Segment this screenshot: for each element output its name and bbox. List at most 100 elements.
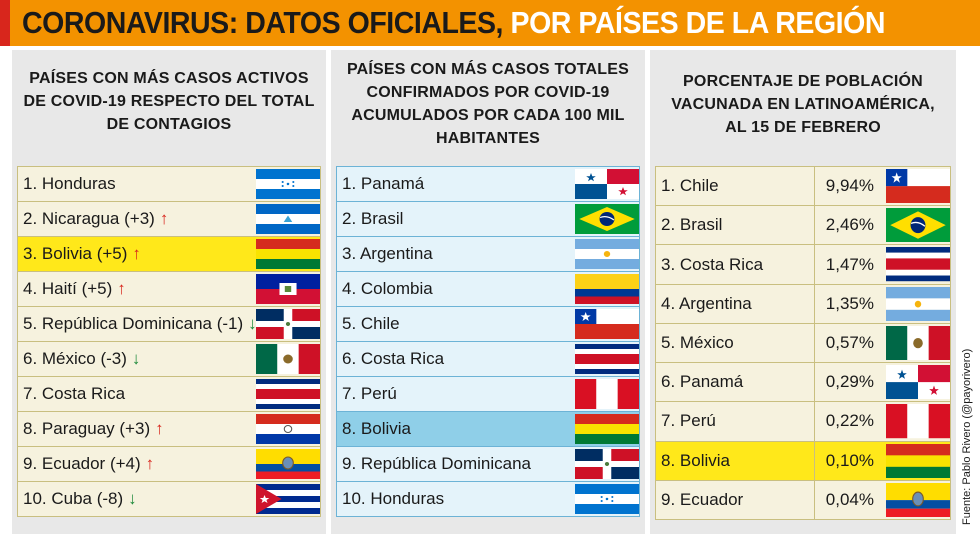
table-row: 7. Costa Rica bbox=[17, 376, 321, 412]
table-row: 4. Colombia bbox=[336, 271, 640, 307]
table-row: 8. Bolivia 0,10% bbox=[655, 440, 951, 481]
country-label: 9. República Dominicana bbox=[337, 447, 575, 481]
panel-title-line: VACUNADA EN LATINOAMÉRICA, bbox=[671, 96, 935, 113]
vaccination-table: 1. Chile 9,94% 2. Brasil 2,46% 3. Costa Rica… bbox=[655, 166, 951, 520]
country-name: 9. Ecuador (+4) bbox=[23, 454, 141, 473]
flag-brasil-icon bbox=[886, 208, 950, 243]
flag-cuba-icon bbox=[256, 484, 320, 514]
table-row: 8. Paraguay (+3) ↑ bbox=[17, 411, 321, 447]
country-label: 7. Costa Rica bbox=[18, 377, 256, 411]
table-row: 5. México 0,57% bbox=[655, 322, 951, 364]
country-label: 8. Bolivia bbox=[656, 442, 814, 480]
country-name: 5. República Dominicana (-1) bbox=[23, 314, 244, 333]
flag-dominicana-icon bbox=[575, 449, 639, 479]
flag-costarica-icon bbox=[256, 379, 320, 409]
country-name: 6. México (-3) bbox=[23, 349, 127, 368]
flag-honduras-icon bbox=[575, 484, 639, 514]
country-name: 3. Bolivia (+5) bbox=[23, 244, 128, 263]
panel-title-line: AL 15 DE FEBRERO bbox=[725, 119, 881, 136]
table-row: 1. Chile 9,94% bbox=[655, 166, 951, 207]
country-name: 2. Brasil bbox=[342, 209, 404, 228]
country-name: 4. Argentina bbox=[661, 293, 752, 313]
panel-title-line: CONFIRMADOS POR COVID-19 bbox=[366, 84, 610, 101]
vaccination-percent: 1,35% bbox=[814, 284, 882, 323]
table-row: 10. Cuba (-8) ↓ bbox=[17, 481, 321, 517]
country-label: 1. Honduras bbox=[18, 167, 256, 201]
table-row: 8. Bolivia bbox=[336, 411, 640, 447]
vaccination-percent: 0,10% bbox=[814, 441, 882, 480]
table-row: 5. Chile bbox=[336, 306, 640, 342]
header-accent bbox=[0, 0, 10, 46]
panel-vaccination: PORCENTAJE DE POBLACIÓN VACUNADA EN LATI… bbox=[650, 50, 956, 534]
panel-total-cases: PAÍSES CON MÁS CASOS TOTALES CONFIRMADOS… bbox=[331, 50, 645, 534]
panel-title: PORCENTAJE DE POBLACIÓN VACUNADA EN LATI… bbox=[650, 70, 956, 139]
country-label: 2. Nicaragua (+3) ↑ bbox=[18, 202, 256, 236]
flag-mexico-icon bbox=[256, 344, 320, 374]
table-row: 4. Argentina 1,35% bbox=[655, 283, 951, 324]
country-label: 3. Costa Rica bbox=[656, 245, 814, 283]
country-label: 4. Colombia bbox=[337, 272, 575, 306]
flag-chile-icon bbox=[575, 309, 639, 339]
flag-ecuador-icon bbox=[886, 482, 950, 517]
flag-argentina-icon bbox=[575, 239, 639, 269]
country-label: 5. República Dominicana (-1) ↓ bbox=[18, 307, 257, 341]
country-name: 10. Honduras bbox=[342, 489, 445, 508]
country-label: 5. México bbox=[656, 324, 814, 362]
table-row: 3. Bolivia (+5) ↑ bbox=[17, 236, 321, 272]
table-row: 6. Costa Rica bbox=[336, 341, 640, 377]
panel-title-line: PAÍSES CON MÁS CASOS TOTALES bbox=[346, 61, 630, 78]
table-row: 9. República Dominicana bbox=[336, 446, 640, 482]
country-name: 10. Cuba (-8) bbox=[23, 489, 124, 508]
vaccination-percent: 0,04% bbox=[814, 480, 882, 519]
flag-bolivia-icon bbox=[575, 414, 639, 444]
country-label: 8. Paraguay (+3) ↑ bbox=[18, 412, 256, 446]
table-row: 10. Honduras bbox=[336, 481, 640, 517]
country-label: 3. Bolivia (+5) ↑ bbox=[18, 237, 256, 271]
country-name: 2. Nicaragua (+3) bbox=[23, 209, 155, 228]
country-label: 5. Chile bbox=[337, 307, 575, 341]
country-label: 2. Brasil bbox=[656, 206, 814, 244]
flag-bolivia-icon bbox=[256, 239, 320, 269]
country-label: 7. Perú bbox=[656, 402, 814, 440]
vaccination-percent: 0,57% bbox=[814, 323, 882, 363]
table-row: 6. México (-3) ↓ bbox=[17, 341, 321, 377]
country-name: 1. Panamá bbox=[342, 174, 425, 193]
country-label: 4. Haití (+5) ↑ bbox=[18, 272, 256, 306]
country-label: 7. Perú bbox=[337, 377, 575, 411]
flag-dominicana-icon bbox=[256, 309, 320, 339]
flag-panama-icon bbox=[575, 169, 639, 199]
country-name: 4. Colombia bbox=[342, 279, 433, 298]
vaccination-percent: 9,94% bbox=[814, 167, 882, 206]
country-name: 7. Perú bbox=[661, 411, 716, 431]
country-name: 8. Paraguay (+3) bbox=[23, 419, 151, 438]
country-name: 3. Argentina bbox=[342, 244, 433, 263]
arrow-up-icon: ↑ bbox=[155, 419, 164, 438]
table-row: 1. Panamá bbox=[336, 166, 640, 202]
flag-argentina-icon bbox=[886, 286, 950, 321]
country-label: 6. México (-3) ↓ bbox=[18, 342, 256, 376]
table-row: 9. Ecuador 0,04% bbox=[655, 479, 951, 520]
panel-title-line: DE CONTAGIOS bbox=[106, 116, 232, 133]
country-label: 10. Honduras bbox=[337, 482, 575, 516]
country-label: 2. Brasil bbox=[337, 202, 575, 236]
page-title: CORONAVIRUS: DATOS OFICIALES, POR PAÍSES… bbox=[22, 2, 885, 44]
panel-active-cases: PAÍSES CON MÁS CASOS ACTIVOS DE COVID-19… bbox=[12, 50, 326, 534]
country-name: 8. Bolivia bbox=[661, 450, 730, 470]
country-label: 1. Panamá bbox=[337, 167, 575, 201]
country-name: 6. Panamá bbox=[661, 372, 744, 392]
flag-mexico-icon bbox=[886, 325, 950, 361]
flag-haiti-icon bbox=[256, 274, 320, 304]
flag-nicaragua-icon bbox=[256, 204, 320, 234]
country-name: 2. Brasil bbox=[661, 215, 723, 235]
flag-brasil-icon bbox=[575, 204, 639, 234]
country-label: 10. Cuba (-8) ↓ bbox=[18, 482, 256, 516]
arrow-up-icon: ↑ bbox=[159, 209, 169, 228]
country-label: 9. Ecuador (+4) ↑ bbox=[18, 447, 256, 481]
country-label: 1. Chile bbox=[656, 167, 814, 205]
table-row: 6. Panamá 0,29% bbox=[655, 362, 951, 403]
flag-costarica-icon bbox=[886, 247, 950, 282]
flag-bolivia-icon bbox=[886, 443, 950, 478]
country-name: 5. Chile bbox=[342, 314, 400, 333]
total-cases-table: 1. Panamá 2. Brasil 3. Argentina 4. Colombi… bbox=[336, 166, 640, 517]
country-label: 8. Bolivia bbox=[337, 412, 575, 446]
